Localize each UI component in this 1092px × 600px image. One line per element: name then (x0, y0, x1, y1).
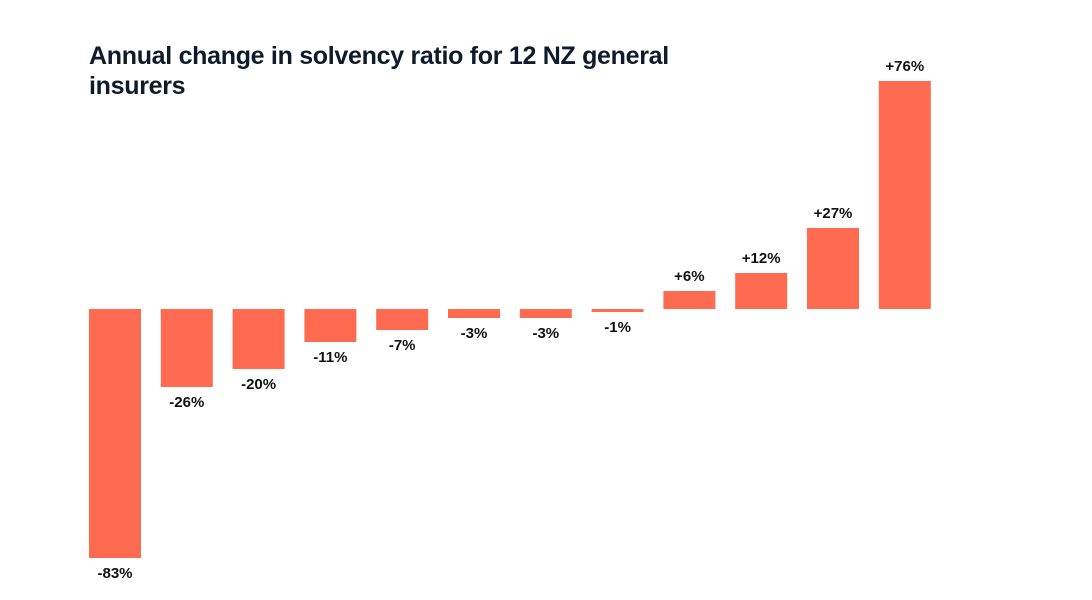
bar-12 (878, 81, 931, 309)
data-label-8: -1% (604, 319, 631, 336)
data-label-10: +12% (742, 250, 781, 267)
data-label-9: +6% (674, 268, 704, 285)
bar-10 (735, 273, 788, 309)
data-label-11: +27% (814, 205, 853, 222)
bar-6 (448, 309, 500, 318)
data-labels-group: -83% -26% -20% -11% -7% -3% -3% -1% +6% +12% +27% +… (97, 58, 924, 582)
bar-3 (232, 309, 285, 369)
chart-title: Annual change in solvency ratio for 12 N… (89, 42, 669, 100)
data-label-3: -20% (241, 376, 276, 393)
data-label-7: -3% (532, 325, 559, 342)
data-label-12: +76% (885, 58, 924, 75)
bar-7 (519, 309, 572, 318)
data-label-4: -11% (313, 349, 347, 366)
bar-8 (591, 309, 644, 312)
bars-group (89, 81, 931, 558)
data-label-5: -7% (389, 337, 416, 354)
bar-9 (663, 291, 716, 309)
bar-11 (807, 228, 859, 309)
data-label-2: -26% (169, 394, 204, 411)
bar-2 (160, 309, 213, 387)
data-label-6: -3% (461, 325, 488, 342)
data-label-1: -83% (97, 565, 132, 582)
bar-5 (376, 309, 429, 330)
bar-4 (304, 309, 357, 342)
bar-1 (89, 309, 141, 558)
